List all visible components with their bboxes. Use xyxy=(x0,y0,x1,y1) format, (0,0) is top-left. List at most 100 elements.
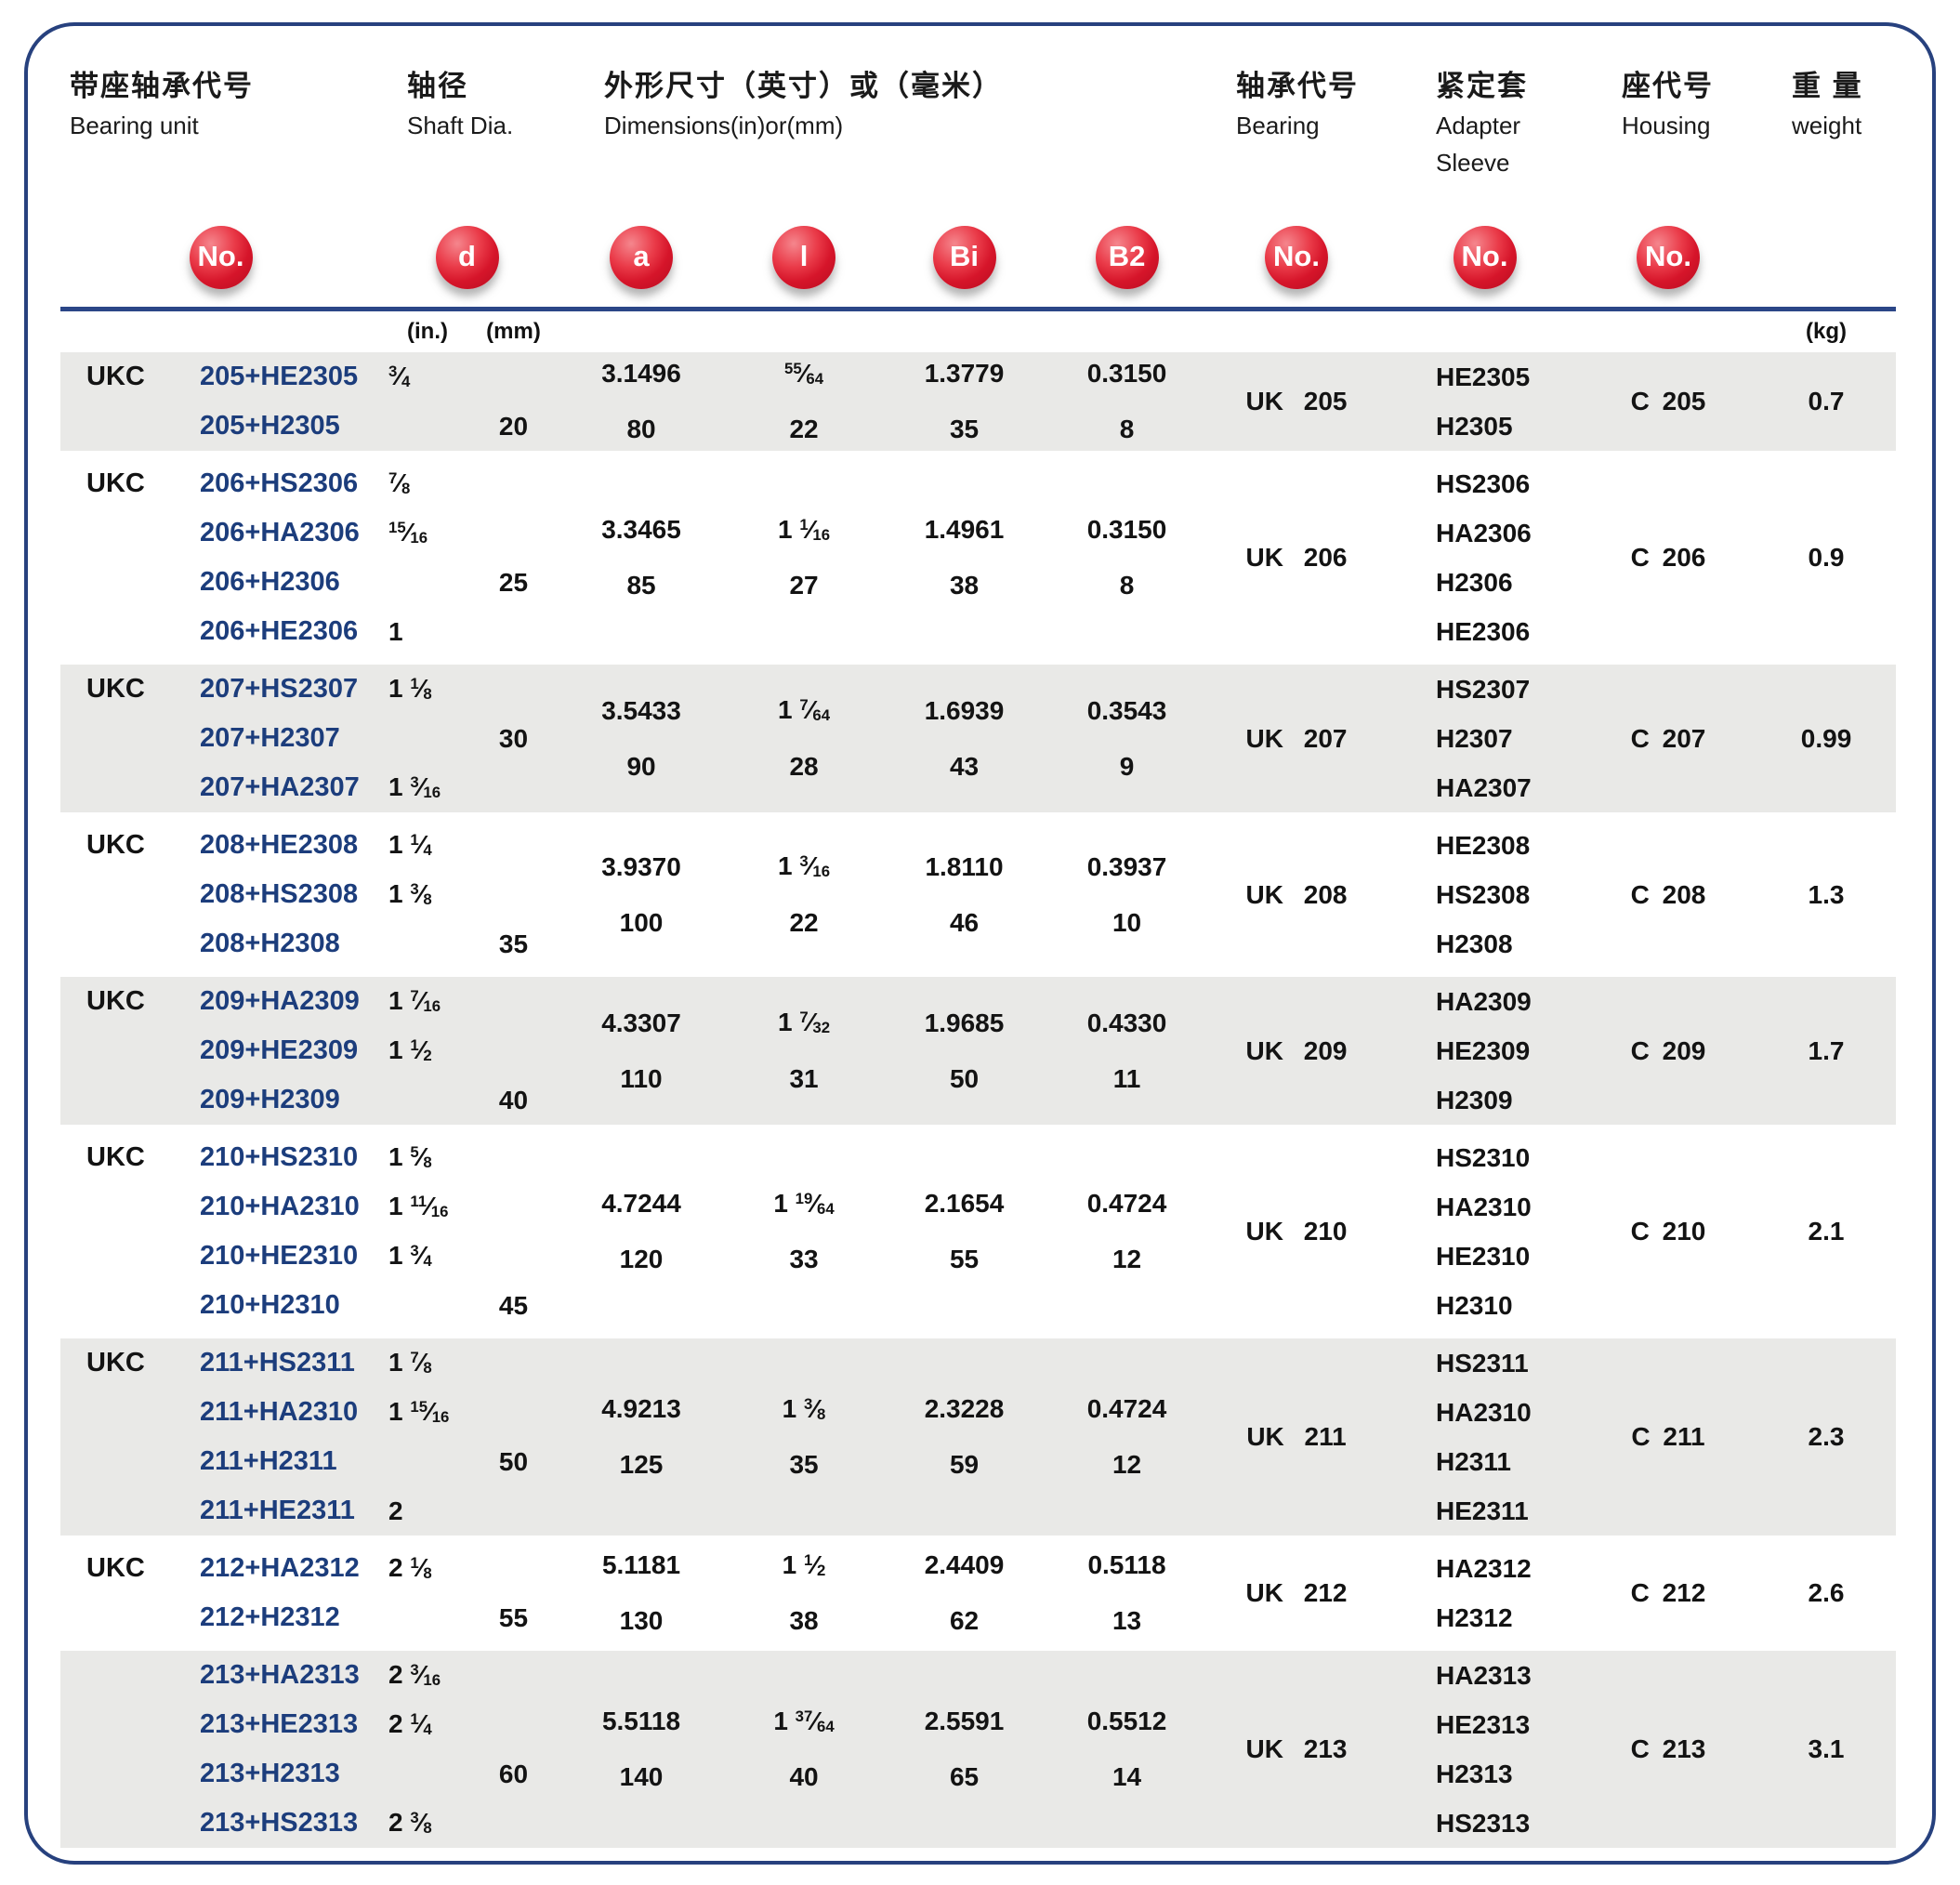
cell-shaft-dia-mm: 60 xyxy=(474,1749,554,1799)
cell-shaft-dia-in: 1 3⁄4 xyxy=(388,1241,432,1271)
cell-unit-no: 208+HS2308 xyxy=(200,879,359,909)
cell-adapter-sleeve-no: H2309 xyxy=(1389,1075,1581,1125)
header-adapter-sleeve-zh: 紧定套 xyxy=(1436,70,1529,102)
table-row: 205+H2305 20 H2305 xyxy=(60,402,1896,451)
table-row: UKC 208+HE2308 1 1⁄4 3.9370 100 1 3⁄16 22 1.811… xyxy=(60,821,1896,937)
cell-shaft-dia-in: 2 xyxy=(381,1486,474,1536)
cell-shaft-dia-in: 1 3⁄8 xyxy=(388,879,432,909)
cell-adapter-sleeve-no: HA2310 xyxy=(1436,1192,1532,1221)
bearing-no-badge: No. xyxy=(1265,226,1329,289)
cell-dim-b2: 0.3150 8 xyxy=(1086,515,1167,600)
unit-label-kg: (kg) xyxy=(1806,319,1848,344)
cell-shaft-dia-mm: 45 xyxy=(498,1290,529,1320)
cell-shaft-dia-mm: 30 xyxy=(474,714,554,763)
cell-unit-prefix xyxy=(60,508,163,558)
cell-unit-no: 209+HA2309 xyxy=(163,977,381,1026)
cell-dim-bi: 2.1654 55 xyxy=(924,1189,1005,1273)
cell-unit-no: 210+HA2310 xyxy=(200,1192,360,1221)
table-row: 213+HS2313 2 3⁄8 HS2313 xyxy=(60,1799,1896,1848)
cell-shaft-dia-in: 1 3⁄16 xyxy=(381,763,474,812)
cell-unit-prefix xyxy=(60,919,163,969)
cell-unit-no: 211+HS2311 xyxy=(163,1338,381,1388)
cell-unit-no: 205+HE2305 xyxy=(163,352,381,402)
cell-unit-prefix: UKC xyxy=(60,977,163,1026)
cell-dim-bi: 1.9685 50 xyxy=(878,977,1051,1125)
cell-shaft-dia-mm: 35 xyxy=(498,929,529,958)
table-row: 213+HE2313 2 1⁄4 HE2313 xyxy=(60,1700,1896,1749)
table-row: 210+HA2310 1 11⁄16 HA2310 xyxy=(60,1182,1896,1232)
cell-shaft-dia-in: 1 11⁄16 xyxy=(388,1192,449,1221)
cell-shaft-dia-mm xyxy=(474,1133,553,1182)
cell-dim-a: 3.9370 100 xyxy=(601,851,681,937)
cell-unit-prefix xyxy=(60,1651,163,1700)
cell-dim-b2: 0.3150 8 xyxy=(1050,352,1204,451)
cell-unit-prefix xyxy=(60,1281,163,1330)
cell-dim-a: 4.7244 120 xyxy=(601,1189,681,1273)
cell-adapter-sleeve-no: HA2306 xyxy=(1436,518,1532,547)
table-body: UKC 205+HE2305 3⁄4 3.1496 80 55⁄64 22 1.3779 35 0… xyxy=(60,352,1897,1848)
cell-shaft-dia-in: 1 1⁄8 xyxy=(381,665,474,714)
cell-unit-prefix: UKC xyxy=(86,1142,145,1172)
table-row: 210+H2310 45 H2310 xyxy=(60,1281,1896,1330)
table-row: 211+H2311 50 H2311 xyxy=(60,1437,1896,1486)
table-row: 208+HS2308 1 3⁄8 HS2308 xyxy=(60,870,1896,919)
a-badge: a xyxy=(610,226,674,289)
cell-adapter-sleeve-no: HE2305 xyxy=(1389,352,1581,402)
cell-shaft-dia-mm xyxy=(474,607,553,656)
cell-unit-prefix xyxy=(60,1437,163,1486)
cell-housing-no: C 209 xyxy=(1580,977,1757,1125)
table-row: 206+HA2306 15⁄16 HA2306 xyxy=(60,508,1896,558)
cell-unit-no: 209+H2309 xyxy=(163,1075,381,1125)
cell-unit-prefix: UKC xyxy=(60,352,163,402)
header-shaft-dia-en: Shaft Dia. xyxy=(407,111,514,139)
cell-adapter-sleeve-no: HA2313 xyxy=(1389,1651,1581,1700)
cell-dim-b2: 0.4724 12 xyxy=(1050,1338,1204,1536)
cell-weight: 0.7 xyxy=(1756,352,1897,451)
cell-unit-prefix xyxy=(60,714,163,763)
cell-dim-b2: 0.4330 11 xyxy=(1050,977,1204,1125)
cell-shaft-dia-in xyxy=(381,919,474,969)
table-row: 211+HA2310 1 15⁄16 HA2310 xyxy=(60,1388,1896,1437)
cell-dim-b2: 0.3937 10 xyxy=(1086,851,1167,937)
table-row: 213+HA2313 2 3⁄16 5.5118 140 1 37⁄64 40 2.5591… xyxy=(60,1651,1897,1848)
cell-unit-no: 213+HA2313 xyxy=(163,1651,381,1700)
header-adapter-sleeve-en2: Sleeve xyxy=(1436,148,1510,177)
header-shaft-dia-zh: 轴径 xyxy=(407,70,468,102)
header-adapter-sleeve: 紧定套 Adapter Sleeve xyxy=(1389,58,1580,208)
cell-shaft-dia-mm: 20 xyxy=(474,402,554,451)
table-row: 209+HE2309 1 1⁄2 HE2309 xyxy=(60,1026,1896,1075)
cell-unit-no: 211+H2311 xyxy=(163,1437,381,1486)
cell-dim-b2: 0.5512 14 xyxy=(1050,1651,1204,1848)
cell-shaft-dia-in: 2 3⁄16 xyxy=(381,1651,474,1700)
table-row: UKC 210+HS2310 1 5⁄8 4.7244 120 1 19⁄64 33 2.16… xyxy=(60,1133,1896,1273)
cell-shaft-dia-mm: 50 xyxy=(474,1437,554,1486)
cell-adapter-sleeve-no: H2310 xyxy=(1436,1290,1513,1320)
cell-housing-no: C 207 xyxy=(1580,665,1757,812)
cell-dim-bi: 1.8110 46 xyxy=(925,851,1004,937)
table-row: 210+HE2310 1 3⁄4 HE2310 xyxy=(60,1232,1896,1281)
cell-shaft-dia-mm xyxy=(474,1338,554,1388)
cell-unit-no: 213+HE2313 xyxy=(163,1700,381,1749)
adapter-no-badge: No. xyxy=(1453,226,1517,289)
table-row: UKC 207+HS2307 1 1⁄8 3.5433 90 1 7⁄64 28 1.6939… xyxy=(60,665,1897,812)
cell-shaft-dia-mm xyxy=(474,352,554,402)
header-weight: 重 量 weight xyxy=(1756,58,1896,208)
cell-dim-bi: 2.4409 62 xyxy=(924,1550,1005,1635)
cell-unit-no: 207+HA2307 xyxy=(163,763,381,812)
table-row: UKC 206+HS2306 7⁄8 3.3465 85 1 1⁄16 27 1.4961 38… xyxy=(60,459,1896,600)
cell-dim-l: 1 1⁄16 27 xyxy=(777,514,831,600)
cell-shaft-dia-mm xyxy=(474,1486,554,1536)
cell-unit-no: 208+H2308 xyxy=(200,929,340,958)
header-weight-zh: 重 量 xyxy=(1792,70,1863,102)
cell-unit-prefix: UKC xyxy=(86,1553,145,1583)
cell-unit-prefix xyxy=(60,1799,163,1848)
cell-unit-prefix: UKC xyxy=(60,665,163,714)
cell-dim-bi: 1.4961 38 xyxy=(924,515,1005,600)
cell-unit-prefix xyxy=(60,763,163,812)
cell-shaft-dia-mm: 40 xyxy=(474,1075,554,1125)
header-adapter-sleeve-en1: Adapter xyxy=(1436,111,1521,139)
cell-unit-no: 207+HS2307 xyxy=(163,665,381,714)
cell-shaft-dia-mm xyxy=(474,1651,554,1700)
cell-shaft-dia-in: 15⁄16 xyxy=(388,518,428,547)
group-spacer xyxy=(60,1125,1897,1133)
